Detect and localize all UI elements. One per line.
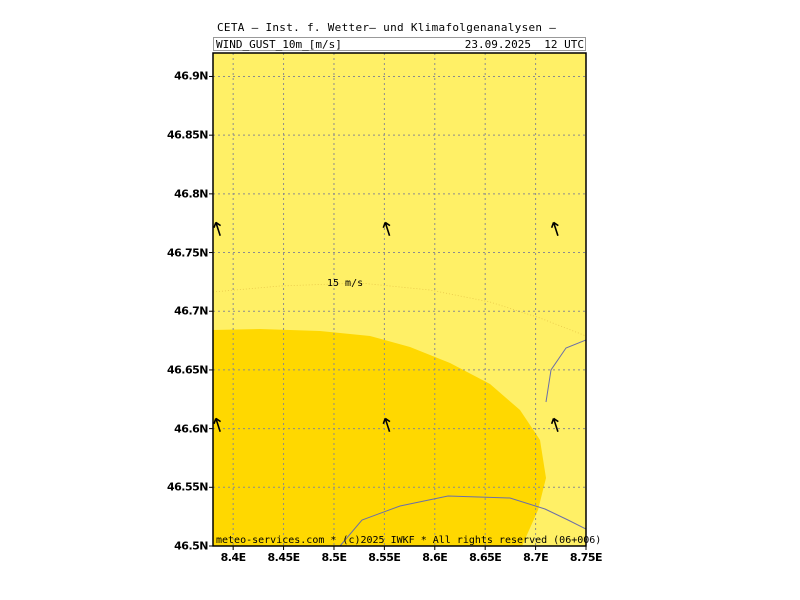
wind-arrow (213, 221, 222, 236)
copyright-footer: meteo-services.com * (c)2025 IWKF * All … (216, 535, 602, 546)
lon-tick-label: 8.55E (368, 551, 401, 564)
lat-tick-label: 46.9N (174, 69, 208, 83)
wind-arrow (382, 417, 391, 433)
wind-arrow (550, 417, 559, 433)
lat-tick-label: 46.55N (167, 480, 209, 494)
wind-arrow (213, 417, 222, 433)
lat-tick-label: 46.75N (167, 246, 209, 260)
lon-tick-label: 8.45E (267, 551, 300, 564)
wind-arrow (382, 221, 391, 236)
lon-tick-label: 8.75E (569, 551, 603, 564)
lon-tick-label: 8.7E (523, 551, 549, 564)
graticule (213, 53, 586, 546)
contour-label: 15 m/s (327, 278, 364, 289)
lat-tick-label: 46.6N (174, 422, 208, 436)
header-box (213, 37, 586, 51)
lat-tick-label: 46.7N (174, 304, 208, 318)
axis-ticks (209, 75, 587, 550)
lat-tick-label: 46.5N (174, 539, 208, 553)
gust-field-dark (213, 329, 546, 546)
field-name: WIND_GUST_10m_[m/s] (216, 38, 342, 51)
wind-arrow (550, 221, 559, 236)
wind-vectors (213, 221, 559, 433)
lon-tick-label: 8.5E (321, 551, 347, 564)
valid-datetime: 23.09.2025 12 UTC (464, 38, 584, 51)
canton-border (545, 339, 586, 403)
lon-tick-label: 8.65E (469, 551, 502, 564)
country-border (339, 495, 586, 546)
lat-tick-label: 46.8N (174, 187, 208, 201)
plot-frame (212, 52, 587, 547)
lon-tick-label: 8.4E (220, 551, 247, 564)
lat-tick-label: 46.65N (167, 363, 209, 377)
header-title: CETA — Inst. f. Wetter— und Klimafolgena… (217, 21, 557, 34)
lon-tick-label: 8.6E (422, 551, 448, 564)
lat-tick-label: 46.85N (167, 128, 209, 142)
